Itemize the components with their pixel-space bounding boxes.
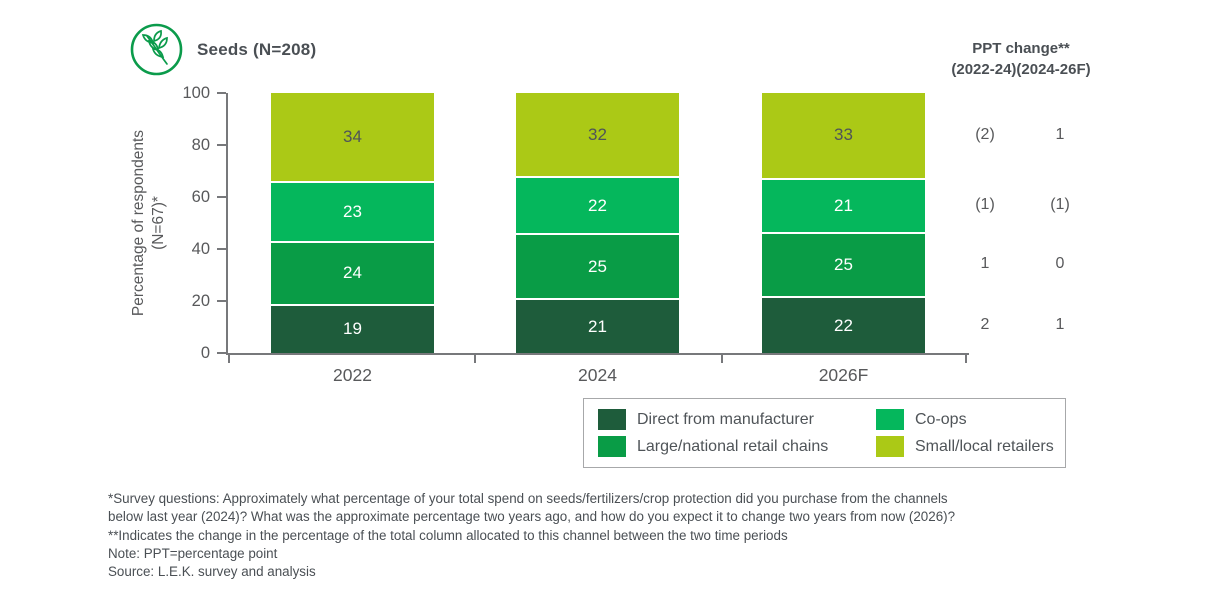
y-axis-title-line2: (N=67)* [150,196,167,250]
bar-value-label: 32 [588,124,607,144]
legend-swatch [876,436,904,457]
bar-stack-2022: 34 23 24 19 [271,93,434,353]
x-tick-mark [720,355,723,363]
ppt-change-header: PPT change** (2022-24)(2024-26F) [925,38,1117,80]
bar-value-label: 23 [343,202,362,222]
y-tick-mark [217,352,226,354]
ppt-change-value: (1) [1050,195,1070,213]
footnotes: *Survey questions: Approximately what pe… [108,490,955,581]
y-tick-label: 80 [191,136,210,154]
ppt-change-value: 1 [1055,315,1065,333]
footnote-line: Source: L.E.K. survey and analysis [108,564,316,580]
legend-swatch [598,409,626,430]
legend-swatch [876,409,904,430]
footnote-line: Note: PPT=percentage point [108,545,278,561]
bar-value-label: 25 [834,255,853,275]
bar-value-label: 21 [834,195,853,215]
footnote-line: below last year (2024)? What was the app… [108,509,956,525]
y-tick-mark [217,144,226,146]
x-tick-mark [228,355,230,363]
y-tick-label: 60 [191,188,210,206]
y-tick-mark [217,300,226,302]
ppt-change-header-line2: (2022-24)(2024-26F) [951,61,1091,78]
ppt-change-value: (2) [975,126,995,144]
ppt-change-value: 2 [980,315,990,333]
y-axis-title: Percentage of respondents (N=67)* [129,130,169,316]
ppt-change-header-line1: PPT change** [972,40,1070,57]
bar-segment: 22 [762,296,925,353]
bar-segment: 19 [271,303,434,353]
bar-stack-2026F: 33 21 25 22 [762,93,925,353]
x-tick-mark [965,355,967,363]
ppt-change-value: 0 [1055,255,1065,273]
bar-value-label: 24 [343,263,362,283]
ppt-change-value: 1 [1055,126,1065,144]
x-tick-mark [474,355,477,363]
y-tick-label: 0 [200,344,210,362]
bar-segment: 22 [516,176,679,234]
y-tick-mark [217,92,226,94]
footnote-line: *Survey questions: Approximately what pe… [108,491,948,506]
ppt-change-value: 1 [980,255,990,273]
x-axis-line [226,353,969,355]
y-tick-label: 40 [191,240,210,258]
bar-segment: 23 [271,181,434,242]
bar-segment: 25 [516,233,679,299]
legend-item: Small/local retailers [876,436,1059,457]
bar-segment: 33 [762,93,925,178]
bar-value-label: 22 [588,195,607,215]
x-axis-category-label: 2026F [818,365,869,385]
legend: Direct from manufacturer Co-ops Large/nati… [583,398,1066,468]
plot-area: 0 20 40 60 80 100 34 23 24 19 2022 32 22 25 21 2024 33 21… [182,84,969,385]
y-axis-title-line1: Percentage of respondents [130,129,147,317]
legend-label: Small/local retailers [915,437,1054,455]
bar-segment: 21 [516,298,679,353]
bar-segment: 24 [271,241,434,304]
y-tick-mark [217,248,226,250]
bar-segment: 32 [516,93,679,177]
bar-stack-2024: 32 22 25 21 [516,93,679,353]
bar-value-label: 19 [343,319,362,339]
y-tick-mark [217,196,226,198]
legend-swatch [598,436,626,457]
bar-value-label: 22 [834,315,853,335]
legend-label: Large/national retail chains [637,437,829,455]
bar-segment: 21 [762,177,925,232]
bar-value-label: 33 [834,125,853,145]
bar-value-label: 21 [588,316,607,336]
y-tick-label: 100 [182,84,210,102]
y-tick-label: 20 [191,292,210,310]
x-axis-category-label: 2022 [333,365,372,385]
seeds-branch-icon [130,23,183,76]
bar-segment: 34 [271,93,434,182]
chart-title: Seeds (N=208) [197,40,317,59]
legend-label: Co-ops [915,410,967,428]
legend-item: Co-ops [876,409,1059,430]
legend-item: Large/national retail chains [598,436,876,457]
x-axis-category-label: 2024 [578,365,617,385]
legend-item: Direct from manufacturer [598,409,876,430]
bar-value-label: 34 [343,127,362,147]
bar-segment: 25 [762,231,925,297]
footnote-line: **Indicates the change in the percentage… [108,527,788,543]
y-axis-line [226,93,228,355]
ppt-change-value: (1) [975,195,995,213]
bar-value-label: 25 [588,256,607,276]
legend-label: Direct from manufacturer [637,410,814,428]
